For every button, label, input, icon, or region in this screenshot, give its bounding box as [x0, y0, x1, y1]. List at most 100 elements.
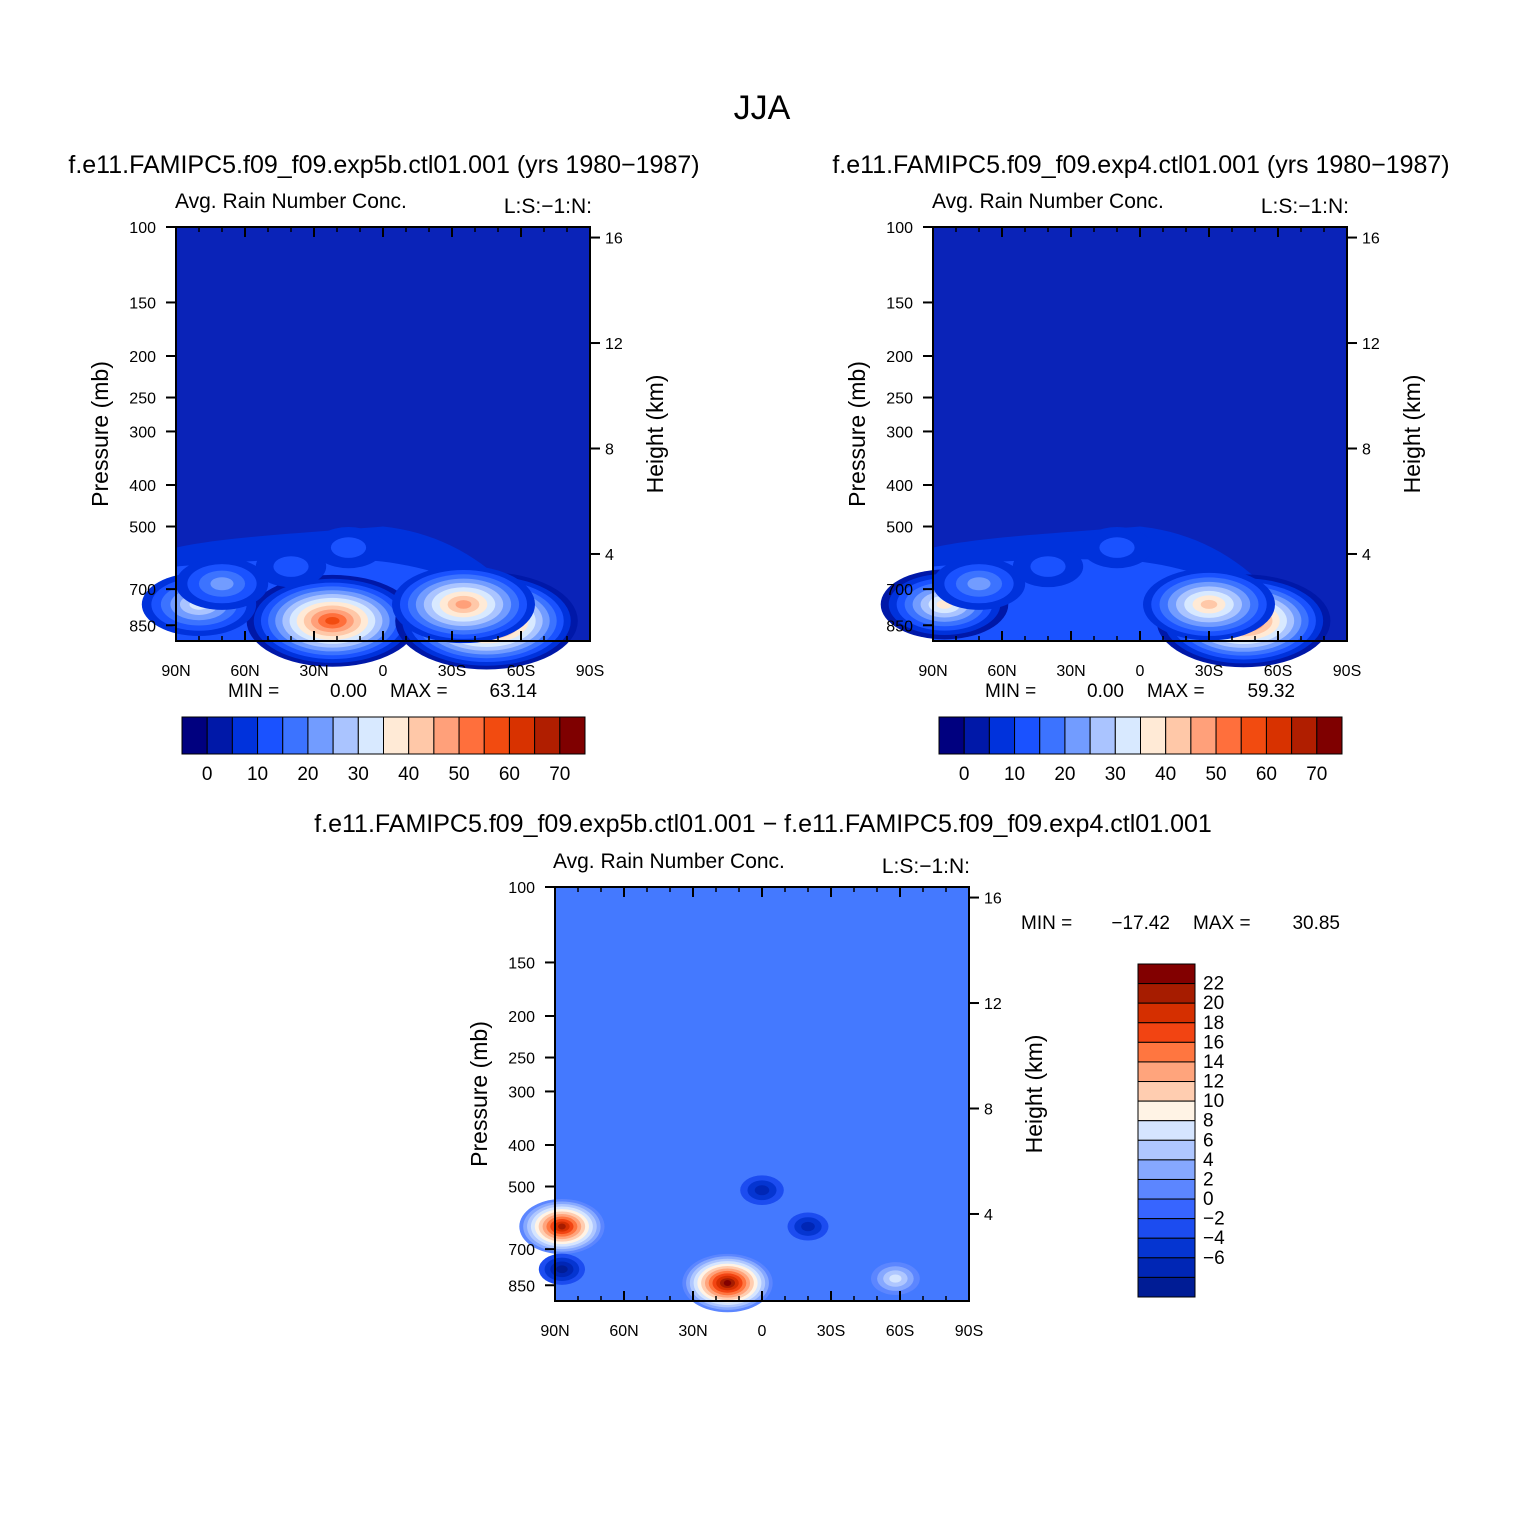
contour-level [1030, 556, 1066, 577]
y-tick-label: 250 [886, 391, 913, 408]
y-tick-label: 850 [129, 618, 156, 635]
colorbar-box [231, 716, 259, 755]
y-right-tick-label: 8 [984, 1102, 993, 1119]
colorbar-label: −6 [1203, 1248, 1225, 1269]
contour-level [330, 537, 367, 558]
colorbar-label: 20 [297, 764, 318, 785]
y-tick-label: 200 [886, 349, 913, 366]
x-tick-label: 30S [817, 1323, 845, 1340]
colorbar-box [559, 716, 586, 755]
colorbar-box [206, 716, 233, 755]
min-value: 0.00 [330, 681, 367, 702]
colorbar-box [357, 716, 384, 755]
y-right-tick-label: 12 [605, 336, 623, 353]
contour-level [723, 1280, 732, 1287]
colorbar-label: 10 [1203, 1091, 1224, 1112]
x-tick-label: 30S [438, 663, 466, 680]
colorbar-box [1064, 716, 1091, 755]
y-right-tick-label: 16 [984, 891, 1002, 908]
colorbar-label: 40 [1155, 764, 1176, 785]
colorbar-box [181, 716, 208, 755]
colorbar-label: 50 [1205, 764, 1226, 785]
panel-difference: f.e11.FAMIPC5.f09_f09.exp5b.ctl01.001 − … [314, 810, 1340, 1340]
y-right-tick-label: 8 [605, 442, 614, 459]
contour-field [880, 526, 1331, 668]
colorbar-label: 0 [1203, 1189, 1214, 1210]
min-label: MIN = [985, 681, 1036, 702]
y-tick-label: 700 [508, 1242, 535, 1259]
y-tick-label: 150 [129, 295, 156, 312]
min-label: MIN = [1021, 913, 1072, 934]
x-tick-label: 0 [758, 1323, 767, 1340]
colorbar-label: −2 [1203, 1209, 1225, 1230]
colorbar-box [1089, 716, 1116, 755]
y-tick-label: 850 [886, 618, 913, 635]
colorbar-label: 30 [1105, 764, 1126, 785]
colorbar-label: 4 [1203, 1150, 1214, 1171]
colorbar-box [1137, 1081, 1196, 1102]
colorbar-label: 6 [1203, 1130, 1214, 1151]
x-tick-label: 90N [918, 663, 947, 680]
panel-code-label: L:S:−1:N: [504, 195, 592, 218]
colorbar-label: 10 [1004, 764, 1025, 785]
contour-level [556, 1265, 568, 1274]
colorbar-box [1137, 1139, 1196, 1161]
x-tick-label: 90S [955, 1323, 983, 1340]
colorbar-label: 0 [202, 764, 213, 785]
colorbar-box [1265, 716, 1293, 755]
colorbar-box [1137, 1120, 1196, 1141]
y-right-tick-label: 4 [605, 547, 614, 564]
x-tick-label: 60S [1264, 663, 1292, 680]
y-right-tick-label: 4 [984, 1207, 993, 1224]
y-right-tick-label: 12 [984, 996, 1002, 1013]
panel-variable-title: Avg. Rain Number Conc. [175, 190, 407, 213]
x-tick-label: 60N [609, 1323, 638, 1340]
y-tick-label: 300 [129, 424, 156, 441]
colorbar-label: 50 [448, 764, 469, 785]
colorbar-box [433, 716, 460, 755]
x-tick-label: 30N [678, 1323, 707, 1340]
x-tick-label: 90N [540, 1323, 569, 1340]
contour-field [519, 1175, 920, 1313]
y-tick-label: 300 [508, 1084, 535, 1101]
y-tick-label: 150 [886, 295, 913, 312]
y-right-tick-label: 16 [605, 231, 623, 248]
colorbar-box [1137, 1198, 1196, 1220]
colorbar-label: 20 [1054, 764, 1075, 785]
colorbar-box [383, 716, 410, 755]
y-tick-label: 200 [129, 349, 156, 366]
contour-level [754, 1185, 770, 1196]
colorbar-box [1137, 983, 1196, 1004]
colorbar: 0 10 20 30 40 50 60 70 [181, 716, 586, 785]
colorbar-label: 70 [1306, 764, 1327, 785]
colorbar-box [534, 716, 561, 755]
contour-level [889, 1274, 902, 1283]
y-axis-label: Pressure (mb) [87, 361, 113, 507]
y-tick-label: 150 [508, 955, 535, 972]
colorbar-label: 18 [1203, 1013, 1224, 1034]
y-tick-label: 500 [886, 520, 913, 537]
colorbar-box [1165, 716, 1192, 755]
y-right-axis-label: Height (km) [1399, 375, 1425, 494]
colorbar-label: 40 [398, 764, 419, 785]
colorbar-box [257, 716, 284, 755]
axis-ticks: 90N 60N 30N 0 30S 60S 90S 100 150 200 250 300 400 500… [129, 220, 623, 680]
contour-level [1200, 599, 1218, 609]
max-label: MAX = [1147, 681, 1205, 702]
colorbar-label: 60 [1256, 764, 1277, 785]
figure-title: JJA [734, 89, 791, 127]
colorbar-box [1240, 716, 1267, 755]
colorbar-box [1137, 1002, 1196, 1024]
colorbar-label: 10 [247, 764, 268, 785]
x-tick-label: 0 [379, 663, 388, 680]
colorbar-box [1039, 716, 1066, 755]
colorbar-box [1137, 1159, 1196, 1180]
colorbar-box [307, 716, 334, 755]
colorbar-box [1137, 1022, 1196, 1043]
y-axis-label: Pressure (mb) [466, 1021, 492, 1167]
panel-run-title: f.e11.FAMIPC5.f09_f09.exp4.ctl01.001 (yr… [832, 151, 1449, 179]
y-right-tick-label: 16 [1362, 231, 1380, 248]
colorbar-box [1316, 716, 1343, 755]
y-tick-label: 250 [129, 391, 156, 408]
